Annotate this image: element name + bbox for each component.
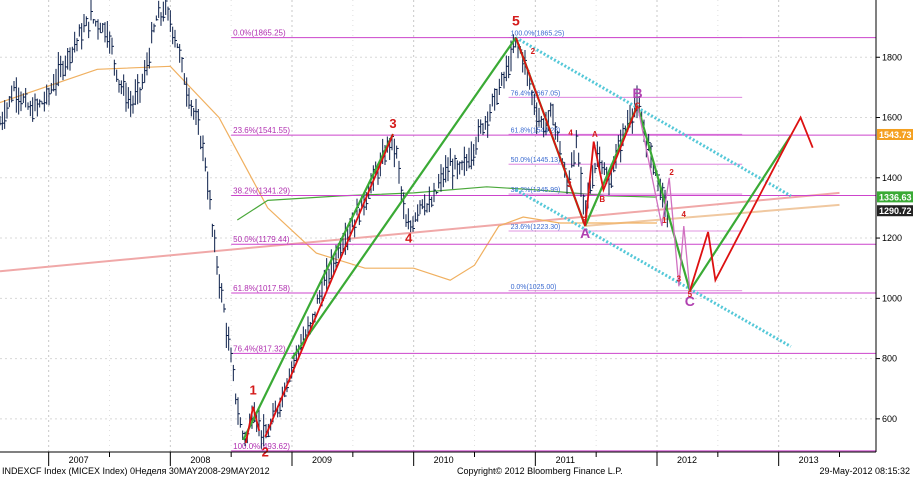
footer-timestamp: 29-May-2012 08:15:32 [819, 466, 910, 476]
wave-label: 5 [688, 290, 693, 299]
wave-label: A [580, 225, 590, 241]
price-label-text: 1336.63 [879, 192, 912, 202]
moving-average-green [236, 186, 658, 221]
wave-line-red [515, 37, 587, 227]
wave-label: A [592, 130, 598, 139]
wave-label: B [599, 195, 605, 204]
y-axis-tick-label: 1600 [882, 113, 902, 123]
price-label-box [877, 205, 913, 217]
channel-upper [515, 36, 792, 198]
fib2-level-label: 0.0%(1025.00) [511, 284, 557, 291]
y-axis-tick-label: 800 [882, 354, 897, 364]
fib-level-label: 38.2%(1341.29) [233, 186, 290, 195]
fib-level-label: 61.8%(1017.58) [233, 284, 290, 293]
wave-label: 5 [512, 13, 520, 29]
wave-line-red [689, 135, 792, 292]
price-label-text: 1543.73 [879, 130, 912, 140]
price-label-text: 1290.72 [879, 206, 912, 216]
fib2-level-label: 100.0%(1865.25) [511, 31, 565, 38]
fib-level-label: 23.6%(1541.55) [233, 126, 290, 135]
x-axis-tick-label: 2011 [556, 455, 575, 465]
price-label-box [877, 191, 913, 203]
x-axis-tick-label: 2010 [434, 455, 454, 465]
fib2-level-label: 38.2%(1345.99) [511, 187, 561, 194]
x-axis: 2007 2008 2009 2010 2011 2012 2013 [0, 451, 876, 466]
x-axis-tick-label: 2008 [190, 455, 210, 465]
wave-label: C [685, 293, 695, 309]
footer-copyright: Copyright© 2012 Bloomberg Finance L.P. [457, 466, 623, 476]
fib-level-label: 76.4%(817.32) [233, 344, 286, 353]
elliott-wave-lines [242, 37, 814, 444]
y-axis-tick-label: 1400 [882, 173, 902, 183]
wave-label: B [632, 85, 642, 101]
fib2-level-label: 50.0%(1445.13) [511, 157, 561, 164]
wave-label: 3 [677, 275, 682, 284]
x-axis-tick-label: 2009 [312, 455, 332, 465]
wave-line-purple [636, 105, 691, 291]
fib2-level-label: 23.6%(1223.30) [511, 224, 561, 231]
wave-line-red [264, 133, 394, 438]
x-axis-tick-label: 2012 [677, 455, 697, 465]
plot-background [0, 0, 876, 452]
price-label-box [877, 128, 913, 140]
fib-level-label: 0.0%(1865.25) [233, 29, 286, 38]
wave-line-red [790, 115, 814, 149]
wave-label: 2 [531, 47, 536, 56]
wave-line-red [244, 406, 261, 444]
wave-label: 3 [567, 180, 572, 189]
y-axis-tick-label: 1200 [882, 233, 902, 243]
footer: INDEXCF Index (MICEX Index) 0Неделя 30MA… [0, 466, 914, 477]
wave-label: 4 [568, 129, 573, 138]
fib-level-label: 50.0%(1179.44) [233, 235, 290, 244]
wave-label: 4 [682, 210, 687, 219]
x-axis-tick-label: 2013 [799, 455, 819, 465]
y-axis: 600 800 1000 1200 1400 1600 1800 [875, 0, 902, 452]
wave-line-red [584, 105, 639, 227]
wave-label: 3 [389, 116, 396, 131]
wave-line-green [291, 37, 517, 360]
wave-label: 2 [669, 168, 674, 177]
wave-label: 5 [582, 216, 587, 225]
wave-line-green [688, 135, 792, 292]
y-axis-tick-label: 1800 [882, 52, 902, 62]
wave-label: 4 [405, 231, 413, 246]
last-price-labels: 1543.73 1336.63 1290.72 [877, 128, 913, 217]
trendline-long [0, 191, 840, 273]
footer-security: INDEXCF Index (MICEX Index) 0Неделя 30MA… [2, 466, 270, 476]
x-axis-tick-label: 2007 [69, 455, 89, 465]
y-axis-tick-label: 1000 [882, 293, 902, 303]
wave-label: C [635, 101, 641, 110]
fib2-level-label: 61.8%(1544.28) [511, 127, 561, 134]
wave-label: 1 [249, 383, 256, 398]
wave-label: 1 [662, 216, 667, 225]
grid [0, 0, 876, 452]
y-axis-tick-label: 600 [882, 414, 897, 424]
channel-lines [515, 36, 792, 348]
wave-line-green [242, 133, 394, 441]
channel-lower [515, 188, 792, 348]
